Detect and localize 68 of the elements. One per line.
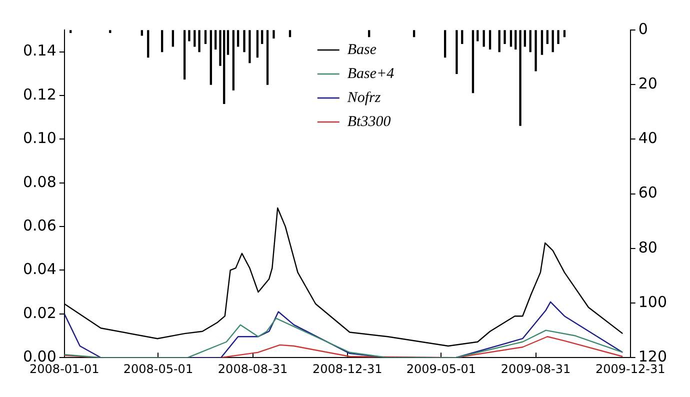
bar	[204, 30, 207, 44]
bar	[256, 30, 259, 58]
bar	[214, 30, 217, 50]
y-tick-label: 0.08	[22, 172, 56, 191]
bar	[444, 30, 446, 58]
y2-tick-label: 60	[638, 184, 658, 202]
legend-label: Base	[347, 42, 377, 58]
bar	[236, 30, 240, 47]
bar	[524, 30, 526, 47]
x-tick-label: 2008-08-31	[218, 362, 288, 376]
bar	[557, 30, 560, 44]
y2-tick-label: 20	[638, 74, 658, 92]
bar	[226, 30, 230, 55]
bar	[552, 30, 554, 52]
bar	[476, 30, 479, 42]
y-tick-label: 0.06	[22, 216, 56, 234]
bar	[546, 30, 548, 44]
y-tick-label: 0.12	[22, 85, 56, 104]
bar	[210, 30, 212, 85]
y2-tick-label: 0	[638, 20, 648, 38]
legend-label: Bt3300	[347, 114, 392, 130]
bar	[540, 30, 544, 55]
bar	[288, 30, 292, 38]
bar	[472, 30, 474, 94]
bar	[514, 30, 517, 50]
bar	[272, 30, 275, 39]
bar	[232, 30, 234, 90]
bar	[504, 30, 506, 44]
bar	[498, 30, 500, 52]
bar	[198, 30, 200, 52]
legend-label: Base+4	[347, 66, 395, 82]
bar	[183, 30, 186, 80]
bar	[368, 30, 370, 38]
legend-label: Nofrz	[346, 90, 381, 106]
x-tick-label: 2008-05-01	[123, 362, 194, 376]
bar	[140, 30, 144, 36]
x-tick-label: 2009-08-31	[500, 362, 571, 376]
bar	[529, 30, 532, 52]
x-tick-label: 2008-12-31	[312, 362, 382, 376]
bar	[70, 30, 72, 34]
bar	[519, 30, 522, 126]
x-tick-label: 2009-05-01	[406, 362, 476, 376]
y-tick-label: 0.02	[22, 304, 56, 322]
bar	[194, 30, 196, 47]
bar	[243, 30, 246, 52]
bar	[188, 30, 190, 42]
y2-tick-label: 40	[638, 129, 658, 148]
y2-tick-label: 100	[638, 292, 668, 311]
bar	[563, 30, 566, 38]
y2-tick-label: 80	[638, 238, 658, 256]
bar	[261, 30, 264, 44]
bar	[488, 30, 492, 50]
y-tick-label: 0.14	[22, 42, 56, 60]
bar	[172, 30, 174, 47]
bar	[534, 30, 537, 72]
bar	[109, 30, 112, 34]
bar	[223, 30, 226, 104]
y-tick-label: 0.04	[22, 260, 56, 278]
bar	[456, 30, 458, 74]
bar	[248, 30, 251, 64]
bar	[510, 30, 512, 47]
bar	[266, 30, 269, 85]
y-tick-label: 0.10	[22, 129, 56, 148]
bar	[161, 30, 164, 52]
bar	[461, 30, 464, 44]
bar	[412, 30, 416, 38]
bar	[147, 30, 150, 58]
bar	[482, 30, 485, 47]
